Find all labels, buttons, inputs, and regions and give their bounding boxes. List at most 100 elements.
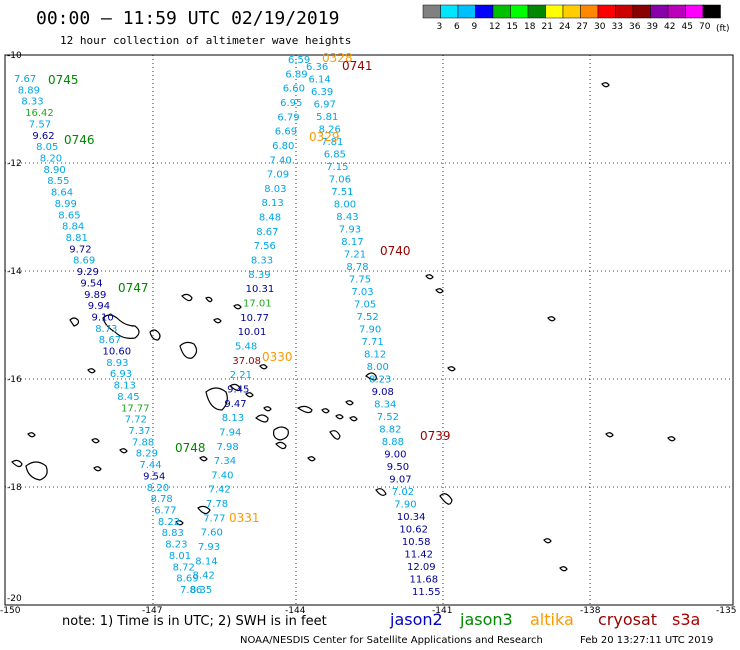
colorbar-label: 33: [612, 22, 623, 32]
swh-value-track-a: 8.64: [51, 188, 73, 199]
graticule: [5, 55, 733, 605]
island: [375, 488, 387, 496]
swh-value-track-b: 5.48: [235, 342, 257, 353]
footer-note: note: 1) Time is in UTC; 2) SWH is in fe…: [62, 614, 327, 629]
island: [197, 505, 211, 515]
swh-value-track-a: 8.20: [147, 483, 169, 494]
island: [205, 296, 213, 303]
colorbar-label: 9: [472, 22, 478, 32]
colorbar-swatch: [475, 4, 494, 19]
swh-value-track-a: 8.67: [99, 335, 121, 346]
colorbar-swatch: [562, 4, 581, 19]
swh-value-track-b: 8.14: [195, 556, 217, 567]
swh-value-track-a: 8.78: [151, 494, 173, 505]
footer-credit: NOAA/NESDIS Center for Satellite Applica…: [240, 635, 543, 646]
swh-value-track-c: 7.02: [392, 487, 414, 498]
swh-value-track-a: 7.67: [14, 74, 36, 85]
swh-value-track-c: 8.17: [341, 237, 363, 248]
colorbar-label: 21: [542, 22, 553, 32]
island: [547, 316, 556, 322]
legend-jason3: jason3: [459, 610, 513, 629]
swh-value-track-a: 10.60: [103, 347, 132, 358]
swh-value-track-c: 7.75: [349, 275, 371, 286]
swh-value-track-c: 10.34: [397, 512, 426, 523]
swh-value-track-b: 9.45: [227, 385, 249, 396]
swh-value-track-b: 7.09: [267, 170, 289, 181]
time-label: 0741: [342, 59, 373, 73]
colorbar-label: 39: [647, 22, 659, 32]
time-label: 0745: [48, 73, 79, 87]
island: [119, 448, 128, 454]
swh-value-track-c: 6.39: [311, 87, 333, 98]
island: [667, 436, 676, 442]
swh-value-track-b: 7.56: [254, 241, 276, 252]
swh-value-track-a: 8.22: [158, 517, 180, 528]
island: [91, 438, 100, 444]
colorbar-unit: (ft): [716, 24, 730, 34]
swh-value-track-a: 7.44: [139, 460, 161, 471]
swh-value-track-c: 8.88: [382, 437, 404, 448]
swh-value-track-b: 7.94: [219, 427, 241, 438]
island: [149, 329, 161, 341]
lon-tick: -138: [580, 606, 601, 616]
swh-value-track-b: 9.47: [224, 399, 246, 410]
island: [255, 414, 269, 423]
colorbar-swatch: [510, 4, 529, 19]
colorbar-swatch: [457, 4, 476, 19]
colorbar-swatch: [545, 4, 564, 19]
swh-value-track-c: 7.93: [339, 225, 361, 236]
swh-value-track-c: 8.26: [319, 125, 341, 136]
swh-value-track-c: 12.09: [407, 562, 436, 573]
swh-value-track-c: 7.52: [377, 412, 399, 423]
page-subtitle: 12 hour collection of altimeter wave hei…: [60, 34, 351, 47]
lon-tick: -135: [716, 606, 736, 616]
swh-value-track-c: 6.14: [309, 75, 331, 86]
time-label: 0748: [175, 441, 206, 455]
swh-value-track-a: 8.81: [66, 233, 88, 244]
swh-value-track-b: 10.01: [238, 327, 267, 338]
color-scale-legend: 3 6 9 12 15 18 21 24 27 30 33 36 39 42 45 70: [422, 4, 721, 32]
colorbar-label: 3: [437, 22, 443, 32]
swh-value-track-a: 8.33: [21, 97, 43, 108]
legend-jason2: jason2: [389, 610, 443, 629]
swh-value-track-a: 9.72: [69, 244, 91, 255]
colorbar-label: 6: [454, 22, 460, 32]
island: [213, 318, 222, 324]
time-label: 0747: [118, 281, 149, 295]
swh-value-track-c: 11.55: [412, 587, 441, 598]
lat-tick: -16: [7, 375, 22, 385]
island: [233, 304, 242, 310]
island: [439, 493, 453, 505]
island: [179, 341, 198, 359]
swh-value-track-a: 8.83: [162, 528, 184, 539]
swh-value-track-c: 8.82: [379, 425, 401, 436]
swh-value-track-c: 7.05: [354, 300, 376, 311]
island: [329, 430, 341, 440]
track-time-labels: 0745 0746 0747 0748 0328 0329 0330 0331 …: [48, 51, 451, 525]
swh-value-track-c: 7.51: [331, 187, 353, 198]
swh-value-track-a: 8.89: [18, 85, 40, 96]
swh-value-track-c: 8.12: [364, 350, 386, 361]
colorbar-swatch: [440, 4, 459, 19]
swh-value-track-b: 8.13: [222, 413, 244, 424]
lon-tick: -147: [142, 606, 162, 616]
colorbar-label: 70: [699, 22, 711, 32]
colorbar-swatch: [667, 4, 686, 19]
swh-value-track-b: 7.40: [270, 155, 292, 166]
swh-value-track-b: 6.80: [272, 141, 294, 152]
island: [93, 466, 102, 472]
map-frame: [4, 54, 734, 606]
swh-value-track-a: 17.77: [121, 403, 150, 414]
colorbar-label: 42: [664, 22, 675, 32]
swh-value-track-c: 6.36: [306, 62, 328, 73]
swh-value-track-a: 8.23: [165, 540, 187, 551]
swh-value-track-b: 7.93: [198, 542, 220, 553]
swh-value-track-c: 9.08: [372, 387, 394, 398]
swh-value-track-c: 7.71: [362, 337, 384, 348]
swh-value-track-c: 8.00: [367, 362, 389, 373]
island: [273, 426, 289, 441]
island: [263, 406, 272, 412]
time-label: 0331: [229, 511, 260, 525]
island: [296, 405, 313, 414]
swh-value-track-c: 7.81: [321, 137, 343, 148]
